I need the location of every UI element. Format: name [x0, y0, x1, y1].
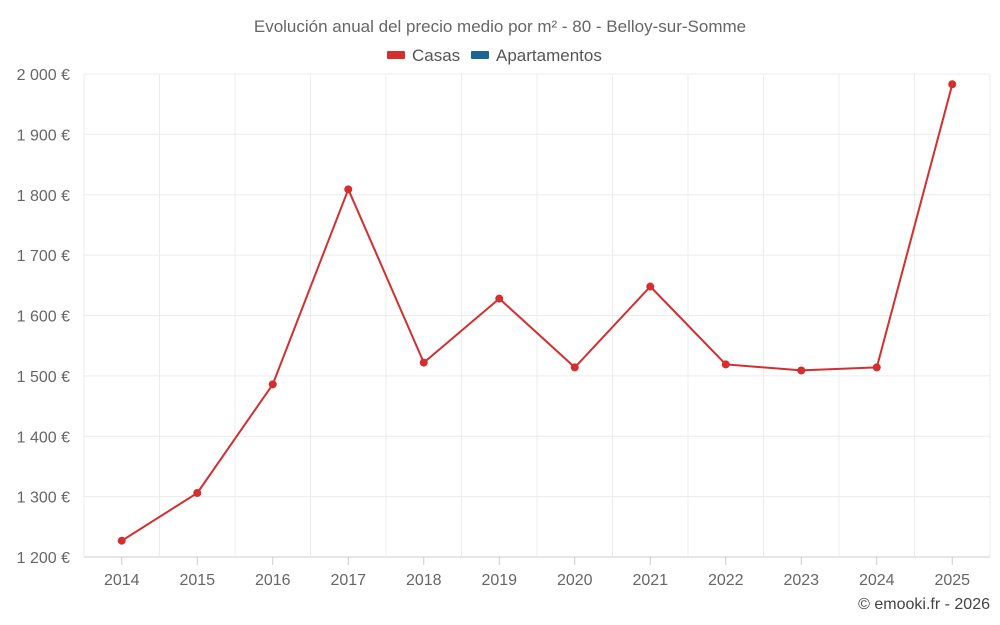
x-tick-label: 2020	[557, 572, 593, 589]
credit-text: © emooki.fr - 2026	[858, 596, 990, 613]
legend-swatch-apartamentos	[471, 51, 489, 59]
legend-item-apartamentos[interactable]: Apartamentos	[471, 46, 602, 65]
x-tick-label: 2021	[632, 572, 668, 589]
x-axis-labels: 2014 2015 2016 2017 2018 2019 2020 2021 2022 2023…	[104, 557, 970, 589]
x-tick-label: 2016	[255, 572, 291, 589]
data-point-casas[interactable]	[646, 282, 655, 291]
data-point-casas[interactable]	[344, 185, 353, 194]
legend-label-casas: Casas	[412, 46, 460, 65]
x-tick-label: 2015	[179, 572, 215, 589]
y-tick-label: 1 700 €	[17, 248, 70, 265]
y-tick-label: 1 400 €	[17, 429, 70, 446]
legend-label-apartamentos: Apartamentos	[496, 46, 602, 65]
x-tick-label: 2022	[708, 572, 744, 589]
x-gridlines	[83, 74, 991, 557]
x-tick-label: 2018	[406, 572, 442, 589]
x-tick-label: 2023	[783, 572, 819, 589]
y-tick-label: 1 600 €	[17, 309, 70, 326]
data-point-casas[interactable]	[948, 80, 957, 89]
y-tick-label: 1 800 €	[17, 188, 70, 205]
data-point-casas[interactable]	[495, 294, 504, 303]
data-point-casas[interactable]	[268, 380, 277, 389]
y-tick-label: 1 200 €	[17, 550, 70, 567]
y-tick-label: 1 900 €	[17, 127, 70, 144]
x-tick-label: 2014	[104, 572, 140, 589]
series-casas	[117, 80, 957, 545]
legend-item-casas[interactable]: Casas	[387, 46, 460, 65]
chart-title: Evolución anual del precio medio por m² …	[254, 17, 746, 36]
data-point-casas[interactable]	[117, 536, 126, 545]
data-point-casas[interactable]	[570, 363, 579, 372]
data-point-casas[interactable]	[872, 363, 881, 372]
data-point-casas[interactable]	[721, 360, 730, 369]
x-tick-label: 2024	[859, 572, 895, 589]
data-point-casas[interactable]	[797, 366, 806, 375]
legend: Casas Apartamentos	[387, 46, 602, 65]
y-tick-label: 1 300 €	[17, 490, 70, 507]
y-tick-label: 2 000 €	[17, 67, 70, 84]
x-tick-label: 2019	[481, 572, 517, 589]
y-tick-label: 1 500 €	[17, 369, 70, 386]
data-point-casas[interactable]	[193, 489, 202, 498]
legend-swatch-casas	[387, 51, 405, 59]
data-point-casas[interactable]	[419, 358, 428, 367]
x-tick-label: 2025	[934, 572, 970, 589]
y-axis-labels: 1 200 € 1 300 € 1 400 € 1 500 € 1 600 € 1 700…	[17, 67, 70, 567]
x-tick-label: 2017	[330, 572, 366, 589]
series-line-casas	[121, 84, 954, 542]
